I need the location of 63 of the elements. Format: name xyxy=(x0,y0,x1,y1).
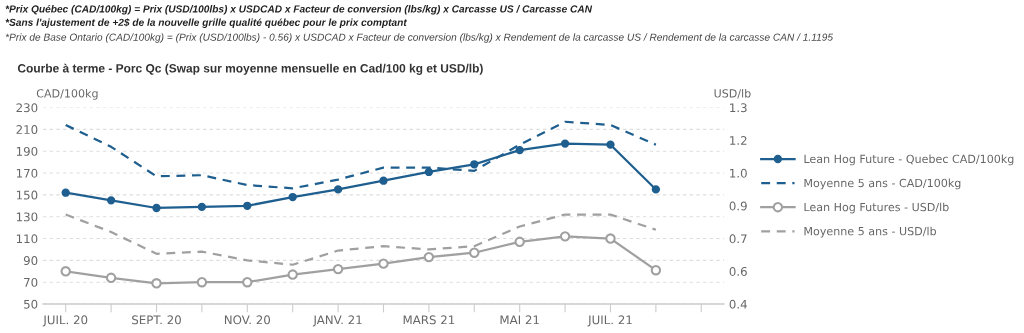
point xyxy=(242,276,253,288)
y-tick-label: 190 xyxy=(16,146,38,156)
text: *Prix de Base Ontario (CAD/100kg) = (Prix (USD/100lbs) - 0.56) x USDCAD x Facteur de conversion (lbs/kg) x Rendement de la carcasse US / Rendement de la carcasse CAN / 1.1195 xyxy=(5,33,834,43)
point xyxy=(650,264,662,276)
point xyxy=(378,258,389,269)
x-tick-label: JUIL. 20 xyxy=(42,315,88,327)
point xyxy=(106,196,116,205)
y-tick-label: 150 xyxy=(16,190,38,200)
point xyxy=(151,278,162,289)
point xyxy=(197,202,207,212)
y2-tick-label: 0.9 xyxy=(729,201,747,211)
point xyxy=(196,276,208,288)
y-tick-label: 70 xyxy=(24,277,38,287)
y-tick-label: 110 xyxy=(16,234,38,244)
point xyxy=(105,272,117,284)
y-axis-title: CAD/100kg xyxy=(36,88,98,100)
y-tick-label: 50 xyxy=(24,299,38,309)
y-tick-label: 90 xyxy=(23,256,38,266)
y2-tick-label: 0.7 xyxy=(729,234,747,244)
point xyxy=(243,201,252,210)
y-tick-label: 230 xyxy=(16,103,38,113)
chart-title: Courbe à terme - Porc Qc (Swap sur moyenne mensuelle en Cad/100 kg et USD/lb) xyxy=(17,63,483,75)
text: *Sans l'ajustement de +2$ de la nouvelle grille qualité québec pour le prix comptant xyxy=(5,18,408,28)
point xyxy=(651,185,661,194)
y2-tick-label: 0.6 xyxy=(729,267,747,276)
x-tick-label: MARS 21 xyxy=(403,315,455,325)
point xyxy=(333,185,343,194)
point xyxy=(470,160,479,169)
y-tick-label: 130 xyxy=(16,212,38,222)
legend-label: Lean Hog Future - Quebec CAD/100kg xyxy=(804,154,1014,166)
x-tick-label: JUIL. 21 xyxy=(587,315,632,327)
y2-tick-label: 1.2 xyxy=(730,136,747,145)
point xyxy=(515,145,524,155)
point xyxy=(424,167,434,177)
point xyxy=(423,251,435,263)
point xyxy=(560,139,570,148)
y2-tick-label: 0.4 xyxy=(729,299,747,309)
point xyxy=(60,266,71,277)
point xyxy=(61,188,70,197)
point xyxy=(288,192,297,202)
point xyxy=(287,269,298,280)
point xyxy=(605,233,616,244)
legend-label: Moyenne 5 ans - CAD/100kg xyxy=(804,178,961,190)
y2-tick-label: 1.0 xyxy=(730,168,747,178)
point xyxy=(514,236,525,248)
y-tick-label: 210 xyxy=(16,125,38,135)
x-tick-label: SEPT. 20 xyxy=(132,315,181,325)
point xyxy=(559,231,571,242)
point xyxy=(606,140,615,149)
y-tick-label: 170 xyxy=(16,168,38,178)
text: *Prix Québec (CAD/100kg) = Prix (USD/100lbs) x USDCAD x Facteur de conversion (lbs/kg) x Carcasse US / Carcasse CAN xyxy=(5,5,593,15)
point xyxy=(469,247,480,258)
y2-tick-label: 1.3 xyxy=(730,103,747,113)
y2-axis-title: USD/lb xyxy=(714,88,751,99)
x-tick-label: MAI 21 xyxy=(500,315,539,325)
legend-label: Lean Hog Futures - USD/lb xyxy=(804,202,949,214)
x-tick-label: NOV. 20 xyxy=(224,315,271,325)
point xyxy=(332,263,344,275)
legend-label: Moyenne 5 ans - USD/lb xyxy=(804,226,937,238)
x-tick-label: JANV. 21 xyxy=(312,315,362,327)
line-series xyxy=(64,213,657,266)
point xyxy=(152,203,161,213)
point xyxy=(379,176,388,185)
